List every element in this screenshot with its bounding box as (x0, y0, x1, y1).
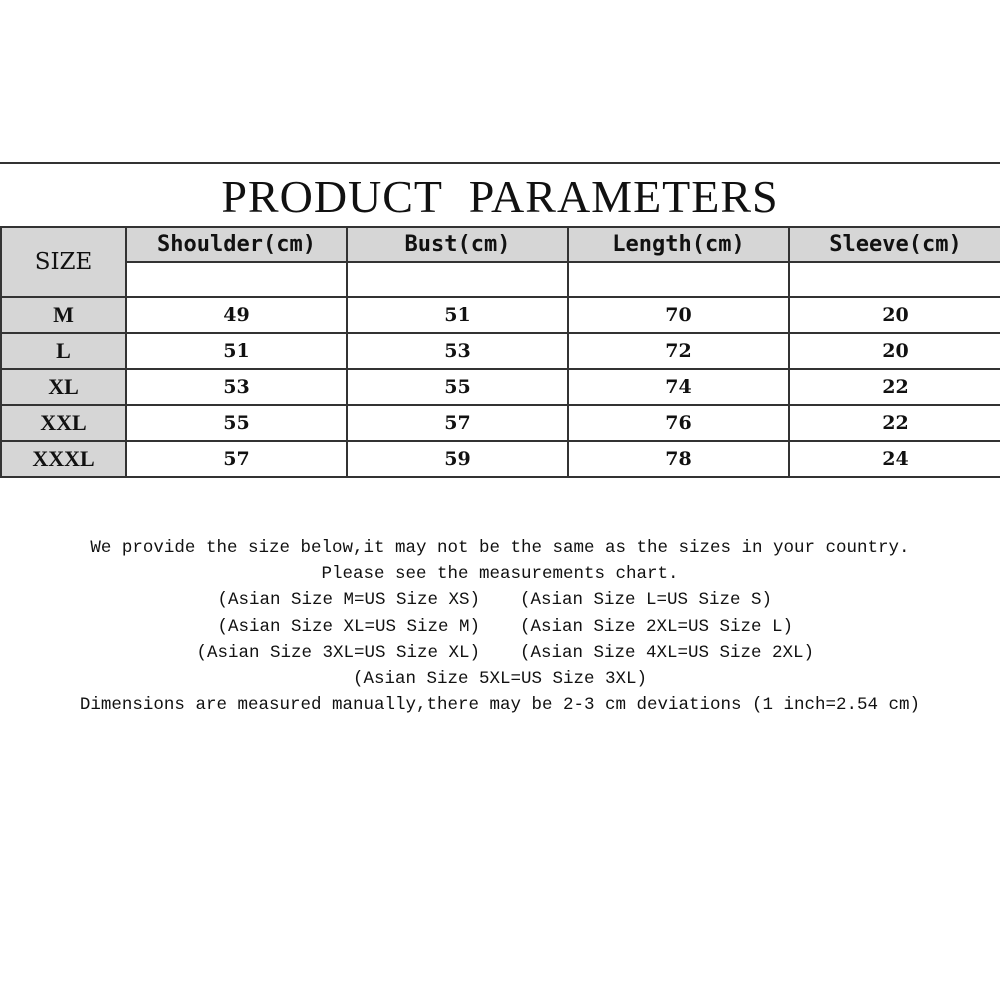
empty-cell (125, 261, 348, 298)
size-notes: We provide the size below,it may not be … (0, 535, 1000, 718)
table-subheader-row (1, 261, 1000, 298)
value-cell: 78 (567, 440, 790, 478)
size-cell: M (0, 296, 127, 334)
value-cell: 72 (567, 332, 790, 370)
note-line: Dimensions are measured manually,there m… (79, 695, 921, 716)
size-cell: XXXL (0, 440, 127, 478)
note-line: Please see the measurements chart. (321, 564, 679, 585)
note-pair: (Asian Size M=US Size XS) (Asian Size L=U… (0, 587, 1000, 613)
size-table: SIZE Shoulder(cm) Bust(cm) Length(cm) Sl… (0, 226, 1000, 478)
value-cell: 22 (788, 404, 1000, 442)
table-header-row: SIZE Shoulder(cm) Bust(cm) Length(cm) Sl… (0, 226, 1000, 298)
value-cell: 53 (346, 332, 569, 370)
value-cell: 55 (346, 368, 569, 406)
value-cell: 51 (346, 296, 569, 334)
empty-cell (346, 261, 569, 298)
value-cell: 74 (567, 368, 790, 406)
note-line: (Asian Size 5XL=US Size 3XL) (352, 669, 648, 690)
column-header-bust: Bust(cm) (346, 226, 569, 263)
value-cell: 20 (788, 296, 1000, 334)
value-cell: 55 (125, 404, 348, 442)
note-item: (Asian Size XL=US Size M) (217, 616, 480, 637)
empty-cell (567, 261, 790, 298)
value-cell: 59 (346, 440, 569, 478)
table-row: XXXL 57 59 78 24 (0, 440, 1000, 478)
value-cell: 53 (125, 368, 348, 406)
value-cell: 76 (567, 404, 790, 442)
table-row: M 49 51 70 20 (0, 296, 1000, 334)
value-cell: 20 (788, 332, 1000, 370)
size-cell: XL (0, 368, 127, 406)
value-cell: 49 (125, 296, 348, 334)
table-row: XXL 55 57 76 22 (0, 404, 1000, 442)
note-line: We provide the size below,it may not be … (90, 538, 910, 558)
note-pair: (Asian Size 3XL=US Size XL) (Asian Size 4… (0, 640, 1000, 666)
note-item: (Asian Size M=US Size XS) (217, 590, 480, 611)
table-row: XL 53 55 74 22 (0, 368, 1000, 406)
value-cell: 51 (125, 332, 348, 370)
value-cell: 70 (567, 296, 790, 334)
page-title: PRODUCT PARAMETERS (221, 171, 779, 222)
top-divider (0, 162, 1000, 164)
value-cell: 57 (346, 404, 569, 442)
column-header-sleeve: Sleeve(cm) (788, 226, 1000, 263)
table-row: L 51 53 72 20 (0, 332, 1000, 370)
note-item: (Asian Size L=US Size S) (520, 590, 773, 611)
column-header-shoulder: Shoulder(cm) (125, 226, 348, 263)
note-pair: (Asian Size XL=US Size M) (Asian Size 2XL… (0, 614, 1000, 640)
column-header-length: Length(cm) (567, 226, 790, 263)
size-cell: L (0, 332, 127, 370)
size-cell: XXL (0, 404, 127, 442)
note-item: (Asian Size 4XL=US Size 2XL) (520, 642, 815, 663)
size-header: SIZE (0, 226, 127, 298)
value-cell: 22 (788, 368, 1000, 406)
value-cell: 24 (788, 440, 1000, 478)
note-item: (Asian Size 3XL=US Size XL) (196, 642, 480, 663)
value-cell: 57 (125, 440, 348, 478)
note-item: (Asian Size 2XL=US Size L) (520, 616, 794, 637)
empty-cell (788, 261, 1000, 298)
